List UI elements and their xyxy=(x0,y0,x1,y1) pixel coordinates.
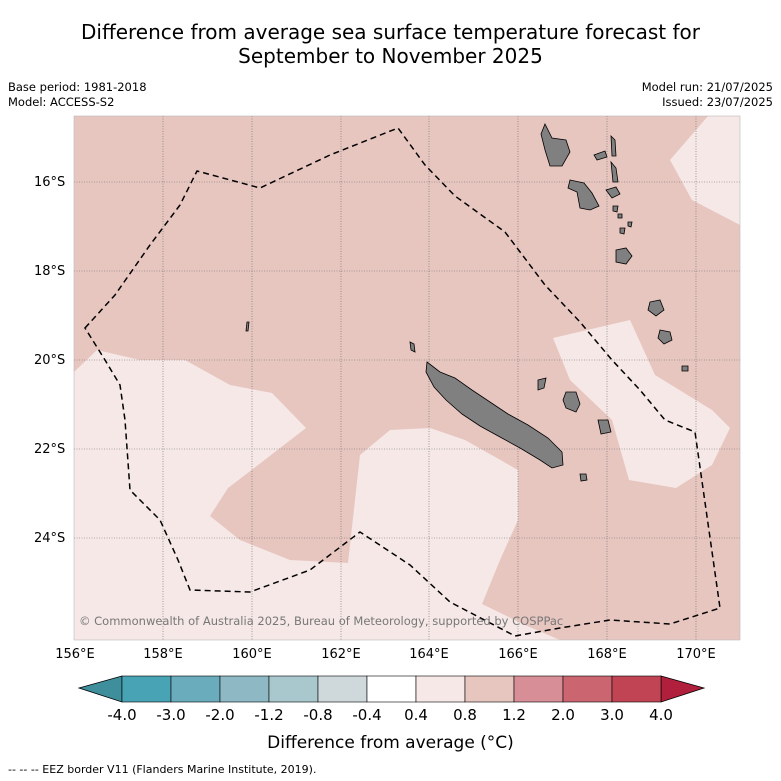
lat-label-18s: 18°S xyxy=(34,264,66,279)
colorbar-tick-label: 4.0 xyxy=(649,706,673,724)
anomaly-band-04-08-southwest xyxy=(74,350,560,640)
lon-label-170e: 170°E xyxy=(676,647,716,662)
colorbar-extend-low xyxy=(77,675,123,703)
colorbar-segment xyxy=(415,675,466,703)
vanuatu-efate xyxy=(615,247,633,265)
colorbar-segment xyxy=(170,675,221,703)
anomaly-band-04-08-east xyxy=(553,320,730,488)
copyright-notice: © Commonwealth of Australia 2025, Bureau… xyxy=(79,614,564,628)
lon-label-164e: 164°E xyxy=(409,647,449,662)
vanuatu-maewo xyxy=(610,134,617,157)
land-masses xyxy=(245,123,689,482)
lat-label-16s: 16°S xyxy=(34,175,66,190)
colorbar-segment xyxy=(219,675,270,703)
graticule xyxy=(74,116,740,640)
base-period: Base period: 1981-2018 xyxy=(8,80,147,94)
colorbar-tick-label: 0.8 xyxy=(453,706,477,724)
vanuatu-ambae xyxy=(593,150,608,161)
colorbar xyxy=(77,675,706,703)
vanuatu-malekula xyxy=(567,179,600,211)
vanuatu-epi xyxy=(612,205,619,213)
map-area xyxy=(74,116,740,640)
lon-label-156e: 156°E xyxy=(55,647,95,662)
eez-footnote: -- -- -- EEZ border V11 (Flanders Marine… xyxy=(8,763,317,776)
model-name: Model: ACCESS-S2 xyxy=(8,95,115,109)
colorbar-tick-label: 2.0 xyxy=(551,706,575,724)
vanuatu-espiritu-santo xyxy=(540,123,571,167)
colorbar-tick-label: -2.0 xyxy=(205,706,235,724)
meta-left: Base period: 1981-2018 Model: ACCESS-S2 xyxy=(8,80,147,110)
vanuatu-pentecost xyxy=(610,160,619,183)
colorbar-title: Difference from average (°C) xyxy=(267,733,514,753)
anomaly-band-04-08-northeast xyxy=(670,116,740,225)
new-caledonia xyxy=(425,361,564,469)
colorbar-extend-high xyxy=(660,675,706,703)
lon-label-160e: 160°E xyxy=(232,647,272,662)
colorbar-segment xyxy=(268,675,319,703)
colorbar-segment xyxy=(562,675,613,703)
lat-label-20s: 20°S xyxy=(34,353,66,368)
vanuatu-ambrym xyxy=(605,186,621,199)
vanuatu-shepherd xyxy=(619,227,626,235)
isle-of-pines xyxy=(579,473,588,482)
loyalty-lifou xyxy=(562,391,581,413)
chesterfield xyxy=(245,321,250,332)
colorbar-tick-label: -0.8 xyxy=(303,706,333,724)
colorbar-tick-label: -0.4 xyxy=(352,706,382,724)
colorbar-segment xyxy=(464,675,515,703)
colorbar-tick-label: -3.0 xyxy=(156,706,186,724)
eez-border xyxy=(84,127,721,637)
lat-label-22s: 22°S xyxy=(34,442,66,457)
lon-label-158e: 158°E xyxy=(143,647,183,662)
colorbar-tick-label: -4.0 xyxy=(107,706,137,724)
title-line-1: Difference from average sea surface temp… xyxy=(80,20,700,44)
colorbar-tick-label: 3.0 xyxy=(600,706,624,724)
colorbar-segment xyxy=(513,675,564,703)
vanuatu-aneityum xyxy=(681,365,689,372)
vanuatu-tanna xyxy=(657,329,673,345)
colorbar-tick-label: 1.2 xyxy=(502,706,526,724)
colorbar-segment xyxy=(121,675,172,703)
vanuatu-islet-1 xyxy=(627,221,633,228)
vanuatu-erromango xyxy=(647,299,665,317)
lat-label-24s: 24°S xyxy=(34,531,66,546)
colorbar-segment xyxy=(611,675,662,703)
lon-label-162e: 162°E xyxy=(321,647,361,662)
colorbar-segment xyxy=(317,675,368,703)
belep xyxy=(409,341,416,353)
lon-label-168e: 168°E xyxy=(587,647,627,662)
colorbar-tick-label: -1.2 xyxy=(254,706,284,724)
vanuatu-islet-2 xyxy=(617,213,623,219)
lon-label-166e: 166°E xyxy=(498,647,538,662)
map-title: Difference from average sea surface temp… xyxy=(0,20,781,68)
colorbar-segment xyxy=(366,675,417,703)
title-line-2: September to November 2025 xyxy=(238,44,543,68)
colorbar-tick-label: 0.4 xyxy=(404,706,428,724)
issued-date: Issued: 23/07/2025 xyxy=(662,95,773,109)
model-run: Model run: 21/07/2025 xyxy=(641,80,773,94)
loyalty-ouvea xyxy=(537,377,547,391)
loyalty-mare xyxy=(597,419,612,435)
meta-right: Model run: 21/07/2025 Issued: 23/07/2025 xyxy=(642,80,773,110)
map-frame xyxy=(73,115,741,641)
